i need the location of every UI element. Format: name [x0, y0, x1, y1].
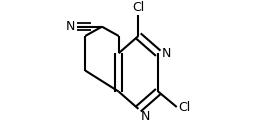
- Text: Cl: Cl: [178, 100, 190, 114]
- Text: N: N: [140, 110, 150, 123]
- Text: Cl: Cl: [132, 1, 145, 14]
- Text: N: N: [66, 20, 75, 33]
- Text: N: N: [161, 47, 171, 60]
